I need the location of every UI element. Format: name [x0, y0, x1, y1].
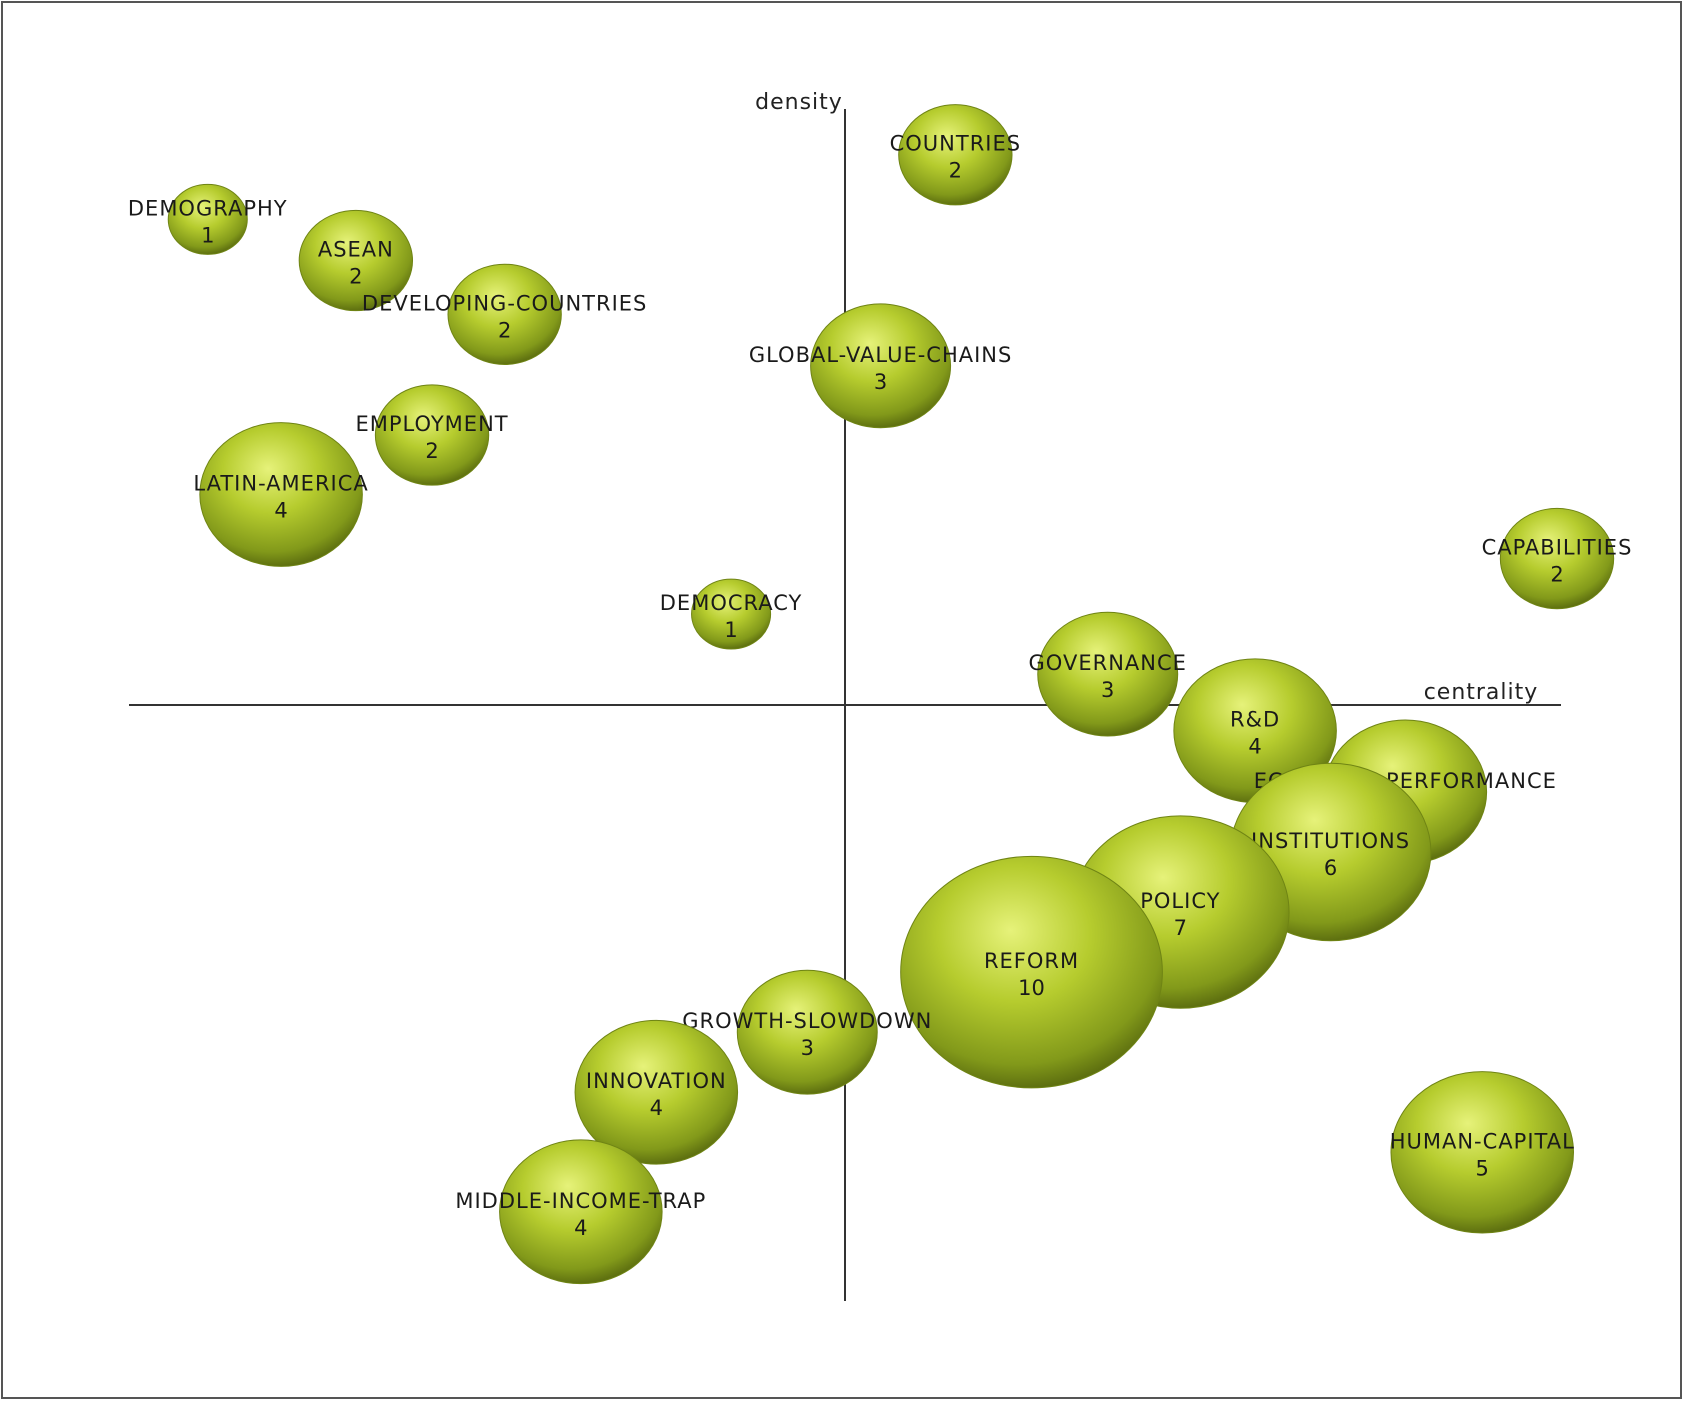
bubble-label: COUNTRIES: [890, 132, 1021, 156]
bubble-circle: [898, 104, 1013, 206]
bubble-value: 2: [425, 439, 438, 463]
bubble-circle: [900, 855, 1163, 1089]
bubble-circle: [691, 578, 772, 650]
bubble-governance: GOVERNANCE 3: [1029, 611, 1187, 737]
bubble-circle: [1390, 1071, 1575, 1234]
bubble-layer: DEMOGRAPHY1ASEAN2DEVELOPING-COUNTRIES2EM…: [128, 104, 1633, 1285]
bubble-value: 2: [949, 159, 962, 183]
bubble-label: DEMOGRAPHY: [128, 196, 288, 220]
bubble-label: GLOBAL-VALUE-CHAINS: [749, 343, 1013, 367]
bubble-value: 3: [801, 1036, 814, 1060]
bubble-label: DEMOCRACY: [660, 591, 803, 615]
bubble-label: CAPABILITIES: [1482, 536, 1633, 560]
bubble-value: 7: [1174, 916, 1187, 940]
bubble-value: 1: [724, 618, 737, 642]
bubble-human-capital: HUMAN-CAPITAL 5: [1390, 1071, 1575, 1234]
bubble-label: ASEAN: [318, 238, 394, 262]
bubble-circle: [298, 209, 414, 312]
y-axis-label: density: [755, 90, 843, 115]
bubble-value: 3: [1101, 678, 1114, 702]
bubble-demography: DEMOGRAPHY 1: [128, 183, 288, 255]
bubble-circle: [199, 422, 363, 567]
bubble-value: 5: [1476, 1156, 1489, 1180]
bubble-growth-slowdown: GROWTH-SLOWDOWN 3: [682, 969, 932, 1095]
bubble-circle: [736, 969, 878, 1095]
bubble-circle: [1037, 611, 1179, 737]
bubble-latin-america: LATIN-AMERICA 4: [193, 422, 368, 567]
bubble-value: 4: [1248, 735, 1261, 759]
bubble-reform: REFORM 10: [900, 855, 1163, 1089]
bubble-r-d: R&D 4: [1173, 658, 1337, 804]
bubble-middle-income-trap: MIDDLE-INCOME-TRAP 4: [455, 1139, 706, 1285]
bubble-value: 10: [1018, 976, 1045, 1000]
bubble-value: 1: [201, 223, 214, 247]
bubble-circle: [574, 1019, 739, 1165]
bubble-value: 4: [274, 499, 287, 523]
bubble-circle: [447, 263, 562, 365]
bubble-countries: COUNTRIES 2: [890, 104, 1021, 206]
bubble-value: 4: [574, 1216, 587, 1240]
bubble-circle: [810, 303, 952, 429]
bubble-global-value-chains: GLOBAL-VALUE-CHAINS 3: [749, 303, 1013, 429]
bubble-value: 2: [349, 265, 362, 289]
bubble-label: DEVELOPING-COUNTRIES: [362, 291, 647, 315]
bubble-label: GOVERNANCE: [1029, 651, 1187, 675]
bubble-label: HUMAN-CAPITAL: [1390, 1129, 1575, 1153]
bubble-asean: ASEAN 2: [298, 209, 414, 312]
bubble-value: 4: [650, 1096, 663, 1120]
bubble-democracy: DEMOCRACY 1: [660, 578, 803, 650]
bubble-label: POLICY: [1140, 889, 1220, 913]
bubble-innovation: INNOVATION 4: [574, 1019, 739, 1165]
bubble-label: INSTITUTIONS: [1251, 829, 1410, 853]
bubble-capabilities: CAPABILITIES 2: [1482, 507, 1633, 610]
bubble-circle: [1499, 507, 1615, 610]
bubble-label: REFORM: [984, 949, 1079, 973]
bubble-developing-countries: DEVELOPING-COUNTRIES 2: [362, 263, 647, 365]
bubble-label: R&D: [1230, 708, 1280, 732]
bubble-circle: [499, 1139, 663, 1285]
bubble-value: 2: [498, 318, 511, 342]
bubble-value: 6: [1324, 856, 1337, 880]
bubble-label: LATIN-AMERICA: [193, 472, 368, 496]
bubble-label: MIDDLE-INCOME-TRAP: [455, 1189, 706, 1213]
bubble-circle: [167, 183, 248, 255]
bubble-circle: [374, 384, 490, 486]
bubble-label: EMPLOYMENT: [355, 412, 508, 436]
bubble-value: 3: [874, 370, 887, 394]
strategic-diagram: density centrality DEMOGRAPHY1ASEAN2DEVE…: [128, 90, 1633, 1301]
bubble-employment: EMPLOYMENT 2: [355, 384, 508, 486]
bubble-label: INNOVATION: [586, 1069, 727, 1093]
bubble-value: 2: [1550, 563, 1563, 587]
x-axis-label: centrality: [1424, 680, 1539, 705]
bubble-label: GROWTH-SLOWDOWN: [682, 1009, 932, 1033]
